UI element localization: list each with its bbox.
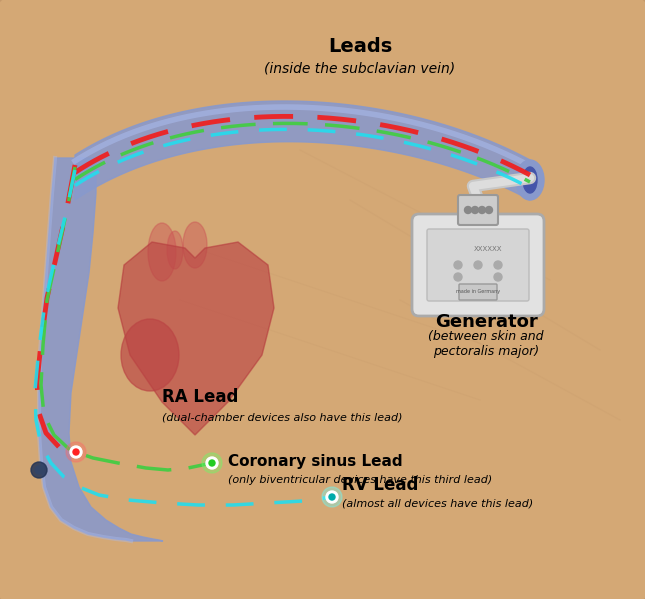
Circle shape bbox=[474, 261, 482, 269]
Circle shape bbox=[209, 460, 215, 466]
Text: (almost all devices have this lead): (almost all devices have this lead) bbox=[342, 499, 533, 509]
Text: RV Lead: RV Lead bbox=[342, 476, 419, 494]
Circle shape bbox=[73, 449, 79, 455]
Circle shape bbox=[35, 466, 43, 474]
FancyBboxPatch shape bbox=[459, 284, 497, 300]
Circle shape bbox=[464, 207, 471, 213]
Polygon shape bbox=[118, 242, 274, 435]
Circle shape bbox=[454, 273, 462, 281]
Text: (only biventricular devices have this third lead): (only biventricular devices have this th… bbox=[228, 475, 492, 485]
Text: (inside the subclavian vein): (inside the subclavian vein) bbox=[264, 61, 455, 75]
Circle shape bbox=[329, 494, 335, 500]
Ellipse shape bbox=[121, 319, 179, 391]
Ellipse shape bbox=[148, 223, 176, 281]
Ellipse shape bbox=[167, 231, 183, 269]
FancyBboxPatch shape bbox=[412, 214, 544, 316]
FancyBboxPatch shape bbox=[458, 195, 498, 225]
Text: (dual-chamber devices also have this lead): (dual-chamber devices also have this lea… bbox=[162, 412, 402, 422]
Circle shape bbox=[479, 207, 486, 213]
FancyBboxPatch shape bbox=[427, 229, 529, 301]
Text: Coronary sinus Lead: Coronary sinus Lead bbox=[228, 454, 402, 469]
Circle shape bbox=[494, 261, 502, 269]
Polygon shape bbox=[75, 101, 530, 200]
Circle shape bbox=[66, 442, 86, 462]
Circle shape bbox=[322, 487, 342, 507]
Ellipse shape bbox=[516, 160, 544, 200]
Circle shape bbox=[202, 453, 222, 473]
Circle shape bbox=[326, 491, 338, 503]
Circle shape bbox=[70, 446, 82, 458]
Text: Leads: Leads bbox=[328, 37, 392, 56]
Polygon shape bbox=[39, 158, 163, 541]
Circle shape bbox=[471, 207, 479, 213]
Text: Generator: Generator bbox=[435, 313, 537, 331]
Circle shape bbox=[31, 462, 47, 478]
Circle shape bbox=[206, 457, 218, 469]
Circle shape bbox=[486, 207, 493, 213]
Polygon shape bbox=[118, 242, 274, 435]
Circle shape bbox=[454, 261, 462, 269]
Ellipse shape bbox=[183, 222, 207, 268]
Text: (between skin and
pectoralis major): (between skin and pectoralis major) bbox=[428, 330, 544, 358]
Text: XXXXXX: XXXXXX bbox=[473, 246, 502, 252]
Circle shape bbox=[494, 273, 502, 281]
Ellipse shape bbox=[523, 167, 537, 193]
Text: RA Lead: RA Lead bbox=[162, 388, 239, 406]
Text: made in Germany: made in Germany bbox=[456, 289, 500, 295]
